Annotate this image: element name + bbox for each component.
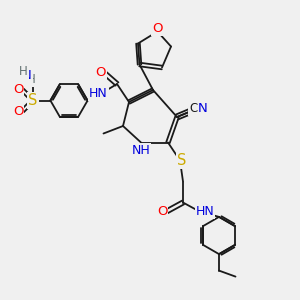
Text: O: O [13,82,23,96]
Text: HN: HN [89,86,108,100]
Text: O: O [13,105,23,119]
Text: O: O [152,22,163,35]
Text: N: N [22,69,32,82]
Text: H: H [27,73,36,86]
Text: S: S [177,153,186,168]
Text: O: O [157,205,167,218]
Text: NH: NH [132,144,150,158]
Text: S: S [28,93,38,108]
Text: O: O [95,65,106,79]
Text: N: N [198,102,207,115]
Text: H: H [19,64,28,78]
Text: HN: HN [196,205,214,218]
Text: C: C [189,102,198,115]
